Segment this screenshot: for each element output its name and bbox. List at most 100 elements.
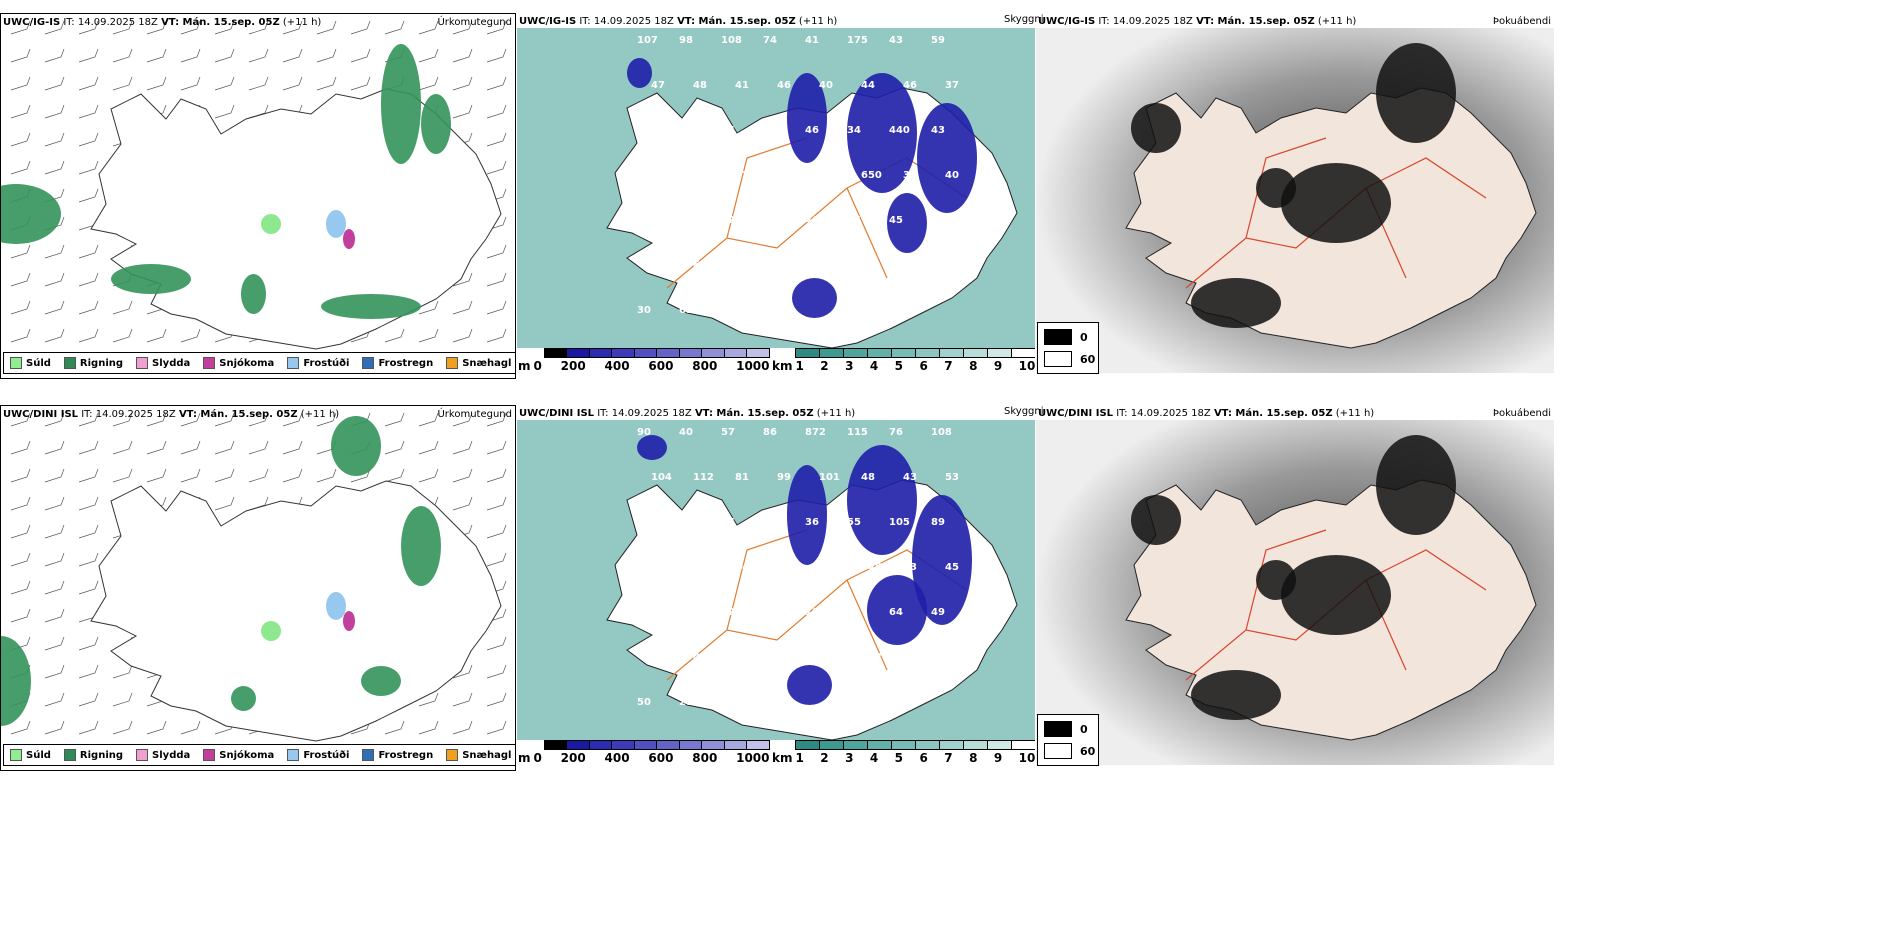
cloud-base-label: 872	[805, 427, 826, 438]
tick-label: 8	[969, 359, 978, 373]
cloud-base-label: 54	[819, 652, 833, 663]
wind-barb	[146, 48, 167, 63]
wind-barb	[486, 636, 507, 651]
rain-area	[381, 44, 421, 164]
wind-barb	[418, 440, 439, 455]
low-cloud-area	[787, 665, 832, 705]
wind-barb	[44, 552, 65, 567]
wind-barb	[486, 552, 507, 567]
cloud-base-label: 67	[637, 125, 651, 136]
wind-barb	[384, 440, 405, 455]
wind-barb	[10, 244, 31, 259]
cloud-base-label: 74	[763, 35, 777, 46]
wind-barb	[44, 300, 65, 315]
visibility-legend: km 1 2 3 4 5 6 7 8 9 10	[772, 740, 1035, 765]
cloud-base-label: 63	[679, 305, 693, 316]
low-cloud-area	[787, 465, 827, 565]
wind-barb	[10, 468, 31, 483]
legend-swatch	[203, 357, 216, 369]
wind-barb	[78, 244, 99, 259]
wind-barb	[78, 580, 99, 595]
cloud-base-label: 105	[889, 517, 910, 528]
panel-title: UWC/DINI ISL IT: 14.09.2025 18Z VT: Mán.…	[519, 408, 856, 419]
fog-area	[1131, 103, 1181, 153]
cloud-base-label: 61	[763, 215, 777, 226]
wind-barb	[486, 48, 507, 63]
cloud-base-label: 34	[735, 562, 749, 573]
cloud-base-label: 85	[735, 260, 749, 271]
wind-barb	[248, 440, 269, 455]
panel-title: UWC/IG-IS IT: 14.09.2025 18Z VT: Mán. 15…	[519, 16, 838, 27]
wind-barb	[452, 300, 473, 315]
cloud-base-unit: m	[518, 359, 531, 373]
cloud-base-label: 49	[777, 562, 791, 573]
wind-barb	[146, 76, 167, 91]
wind-barb	[78, 20, 99, 35]
wind-barb	[418, 692, 439, 707]
tick-label: 600	[648, 359, 674, 373]
haze-legend-black: 0	[1080, 330, 1088, 344]
wind-barb	[78, 328, 99, 343]
cloud-base-label: 47	[945, 260, 959, 271]
wind-barb	[78, 300, 99, 315]
cloud-base-label: 62	[693, 260, 707, 271]
wind-barb	[78, 48, 99, 63]
cloud-base-label: 90	[637, 427, 651, 438]
cloud-base-label: 36	[805, 517, 819, 528]
fog-area	[1281, 555, 1391, 635]
cloud-base-label: 40	[945, 170, 959, 181]
precip-legend: Súld Rigning Slydda Snjókoma Frostúði Frostre…	[3, 352, 515, 374]
wind-barb	[78, 104, 99, 119]
wind-barb	[180, 440, 201, 455]
cloud-base-ticks: 0 200 400 600 800 1000	[534, 751, 770, 765]
wind-barb	[44, 104, 65, 119]
cloud-base-label: 46	[651, 652, 665, 663]
cloud-base-label: 993	[861, 652, 882, 663]
wind-barb	[44, 580, 65, 595]
wind-barb	[44, 76, 65, 91]
drizzle-area	[261, 214, 281, 234]
wind-barb	[44, 720, 65, 735]
tick-label: 9	[993, 359, 1003, 373]
rain-area	[361, 666, 401, 696]
legend-item: Súld	[10, 749, 51, 761]
wind-barb	[112, 328, 133, 343]
cloud-base-label: 55	[847, 517, 861, 528]
wind-barb	[384, 328, 405, 343]
wind-barb	[10, 552, 31, 567]
tick-label: 2	[820, 751, 829, 765]
wind-barb	[78, 188, 99, 203]
wind-barb	[180, 76, 201, 91]
legend-item: Snæhagl	[446, 357, 511, 369]
wind-barb	[180, 48, 201, 63]
cloud-map: 90 40 57 86 872 115 76 108 104 112 81 99 101 48 43 53 38…	[517, 420, 1035, 741]
wind-barb	[384, 468, 405, 483]
cloud-base-label: 86	[721, 517, 735, 528]
fog-area	[1191, 670, 1281, 720]
cloud-base-label: 40	[931, 215, 945, 226]
tick-label: 1	[795, 751, 804, 765]
tick-label: 200	[560, 751, 586, 765]
legend-label: Frostregn	[378, 357, 434, 369]
legend-swatch	[10, 357, 22, 369]
cloud-map: 107 98 108 74 41 175 43 59 47 48 41 46 40 44 46 37 67 34 3…	[517, 28, 1035, 349]
wind-barb	[10, 132, 31, 147]
wind-barb	[282, 440, 303, 455]
wind-barb	[486, 244, 507, 259]
wind-barb	[44, 524, 65, 539]
rain-area	[111, 264, 191, 294]
cloud-base-label: 40	[679, 427, 693, 438]
wind-barb	[10, 328, 31, 343]
wind-barb	[10, 48, 31, 63]
wind-barb	[44, 608, 65, 623]
wind-barb	[78, 440, 99, 455]
tick-label: 1	[795, 359, 804, 373]
wind-barb	[350, 48, 371, 63]
cloud-base-label: 101	[693, 562, 714, 573]
haze-panel-bottom: UWC/DINI ISL IT: 14.09.2025 18Z VT: Mán.…	[1036, 405, 1554, 771]
wind-barb	[418, 412, 439, 427]
tick-label: 9	[993, 751, 1003, 765]
tick-label: 10	[1018, 359, 1035, 373]
wind-barb	[486, 300, 507, 315]
precip-panel-bottom: UWC/DINI ISL IT: 14.09.2025 18Z VT: Mán.…	[0, 405, 516, 771]
